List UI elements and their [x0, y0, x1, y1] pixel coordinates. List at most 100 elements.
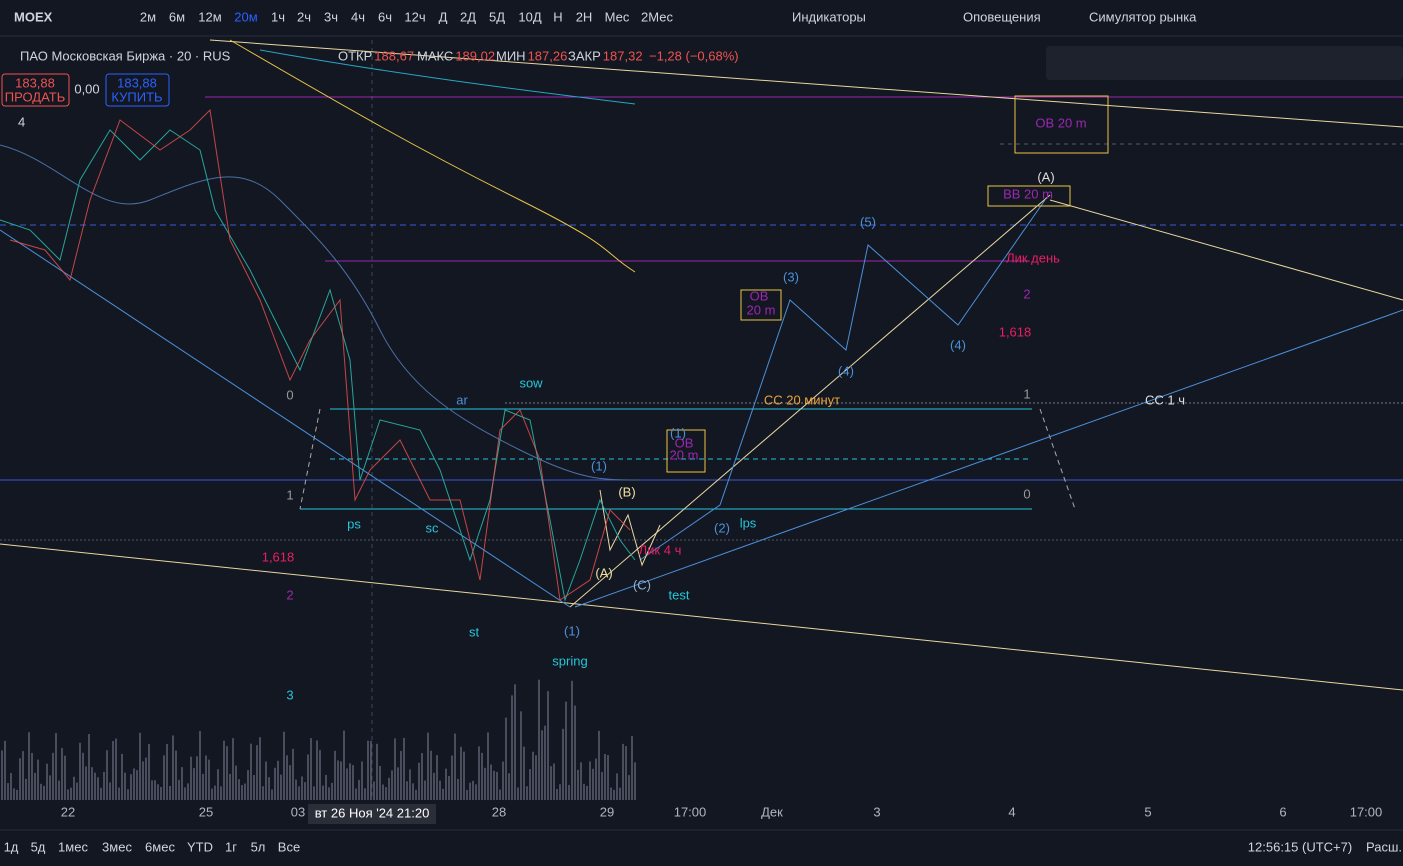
- ohlc-value: 188,67: [374, 48, 414, 63]
- buy-button[interactable]: [105, 73, 170, 107]
- annotation: test: [669, 587, 690, 602]
- annotation: (5): [860, 214, 876, 229]
- x-axis-label: 22: [61, 804, 75, 819]
- annotation: 1: [1023, 386, 1030, 401]
- interval[interactable]: 2ч: [297, 9, 311, 24]
- indicators-button[interactable]: Индикаторы: [792, 9, 866, 24]
- alerts-button[interactable]: Оповещения: [963, 9, 1041, 24]
- annotation: 1,618: [999, 324, 1032, 339]
- annotation: (3): [783, 269, 799, 284]
- annotation: (2): [714, 520, 730, 535]
- annotation: OB: [675, 435, 694, 450]
- x-axis-label: Дек: [761, 804, 783, 819]
- annotation: (4): [950, 337, 966, 352]
- annotation: (C): [633, 577, 651, 592]
- annotation: 0: [286, 387, 293, 402]
- range-button[interactable]: YTD: [187, 839, 213, 854]
- bottom-bar: [0, 830, 1403, 866]
- x-axis-label: 25: [199, 804, 213, 819]
- drawing-toolbar[interactable]: [1046, 46, 1403, 80]
- annotation: Лик 4 ч: [639, 542, 682, 557]
- sell-label: ПРОДАТЬ: [5, 89, 66, 104]
- x-axis-label: 17:00: [674, 804, 707, 819]
- range-button[interactable]: 1г: [225, 839, 237, 854]
- ohlc-value: 189,02: [455, 48, 495, 63]
- drawings: [0, 39, 1403, 800]
- range-button[interactable]: 3мес: [102, 839, 132, 854]
- interval[interactable]: Мес: [605, 9, 630, 24]
- ohlc-label: МАКС: [417, 48, 453, 63]
- crosshair-box: [308, 804, 436, 824]
- annotation: (4): [838, 363, 854, 378]
- annotation: spring: [552, 653, 587, 668]
- annotation: (A): [595, 565, 612, 580]
- x-axis-label: 29: [600, 804, 614, 819]
- annotation: (1): [564, 623, 580, 638]
- range-button[interactable]: 1мес: [58, 839, 88, 854]
- annotation: (1): [591, 458, 607, 473]
- annotation: СС 1 ч: [1145, 392, 1185, 407]
- interval[interactable]: 2м: [140, 9, 156, 24]
- annotation: (1): [670, 425, 686, 440]
- range-button[interactable]: Все: [278, 839, 300, 854]
- x-axis-label: 4: [1008, 804, 1015, 819]
- interval[interactable]: 2Д: [460, 9, 476, 24]
- clock: 12:56:15 (UTC+7): [1248, 839, 1352, 854]
- interval[interactable]: 4ч: [351, 9, 365, 24]
- annotation: (A): [1037, 169, 1054, 184]
- sell-button[interactable]: [1, 73, 70, 107]
- interval[interactable]: Д: [439, 9, 448, 24]
- interval[interactable]: 20м: [234, 9, 257, 24]
- x-axis-label: 28: [492, 804, 506, 819]
- annotation: 1,618: [262, 549, 295, 564]
- interval[interactable]: 2Н: [576, 9, 593, 24]
- annotation: Лик день: [1006, 250, 1060, 265]
- ohlc-value: 187,32: [603, 48, 643, 63]
- annotation: lps: [740, 515, 757, 530]
- range-button[interactable]: 6мес: [145, 839, 175, 854]
- interval[interactable]: 5Д: [489, 9, 505, 24]
- volume: [1, 679, 636, 800]
- instrument-title: ПАО Московская Биржа · 20 · RUS: [20, 48, 231, 63]
- annotation: 0: [1023, 486, 1030, 501]
- annotation: ВВ 20 m: [1003, 186, 1053, 201]
- annotation: 20 m: [747, 302, 776, 317]
- interval[interactable]: 12м: [198, 9, 221, 24]
- annotation: 1: [286, 487, 293, 502]
- interval[interactable]: 2Мес: [641, 9, 673, 24]
- annotation: СС 20 минут: [764, 392, 840, 407]
- annotation: 20 m: [670, 447, 699, 462]
- annotation: ps: [347, 516, 361, 531]
- ohlc-label: ЗАКР: [568, 48, 601, 63]
- interval[interactable]: 12ч: [404, 9, 425, 24]
- indicators-count[interactable]: 4: [18, 114, 25, 129]
- annotation: st: [469, 624, 480, 639]
- interval[interactable]: Н: [553, 9, 562, 24]
- x-axis-label: 3: [873, 804, 880, 819]
- interval[interactable]: 6м: [169, 9, 185, 24]
- x-axis-label: 6: [1279, 804, 1286, 819]
- ohlc-label: ОТКР: [338, 48, 372, 63]
- crosshair-label: вт 26 Ноя '24 21:20: [315, 805, 430, 820]
- scale-button[interactable]: Расш.: [1366, 839, 1402, 854]
- toolbar: [0, 0, 1403, 36]
- interval[interactable]: 10Д: [518, 9, 541, 24]
- ohlc-label: МИН: [496, 48, 526, 63]
- annotation: 2: [286, 587, 293, 602]
- interval[interactable]: 3ч: [324, 9, 338, 24]
- annotation: OB 20 m: [1035, 115, 1086, 130]
- spread: 0,00: [74, 81, 99, 96]
- range-button[interactable]: 1д: [4, 839, 19, 854]
- range-button[interactable]: 5л: [251, 839, 266, 854]
- interval[interactable]: 6ч: [378, 9, 392, 24]
- range-button[interactable]: 5д: [31, 839, 46, 854]
- symbol[interactable]: MOEX: [14, 9, 53, 24]
- annotation: sow: [519, 375, 543, 390]
- change: −1,28 (−0,68%): [649, 48, 739, 63]
- buy-label: КУПИТЬ: [111, 89, 162, 104]
- buy-price: 183,88: [117, 75, 157, 90]
- interval[interactable]: 1ч: [271, 9, 285, 24]
- replay-button[interactable]: Симулятор рынка: [1089, 9, 1197, 24]
